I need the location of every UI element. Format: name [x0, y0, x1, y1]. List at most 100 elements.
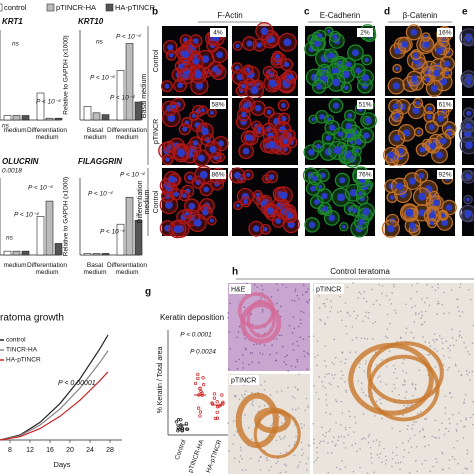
bar	[83, 253, 92, 256]
cell-speck	[240, 394, 243, 396]
data-dot	[201, 382, 206, 387]
stat-note: ns	[12, 41, 20, 48]
cell-speck	[428, 353, 431, 356]
nucleus	[182, 193, 187, 198]
cell-speck	[470, 460, 472, 463]
nucleus	[386, 224, 395, 233]
cell-speck	[394, 462, 397, 464]
cell-speck	[395, 446, 398, 449]
nucleus	[424, 185, 433, 194]
nucleus	[416, 130, 421, 134]
stat-note: 0.0018	[2, 168, 22, 175]
cell-speck	[385, 294, 388, 297]
cell-speck	[352, 470, 355, 473]
bar	[36, 92, 45, 121]
nucleus	[342, 70, 350, 79]
cell-speck	[284, 435, 286, 438]
x-tick-label: 12	[26, 447, 34, 454]
text-line: Differentiation	[27, 127, 67, 134]
cell-speck	[342, 374, 344, 376]
cell-speck	[428, 304, 431, 307]
cell-speck	[445, 340, 448, 343]
cell-speck	[335, 443, 337, 446]
nucleus	[348, 155, 357, 163]
cell-speck	[463, 341, 465, 344]
cell-speck	[318, 398, 320, 400]
cell-speck	[424, 459, 426, 462]
legend-label: pTINCR-HA	[56, 3, 96, 12]
cell-speck	[288, 324, 291, 327]
cell-speck	[399, 430, 401, 433]
cell-speck	[341, 351, 344, 353]
cell-speck	[236, 367, 239, 370]
nucleus	[465, 141, 473, 150]
cell-speck	[347, 312, 350, 315]
cell-speck	[270, 465, 273, 468]
cell-speck	[332, 436, 335, 439]
cell-speck	[437, 300, 439, 303]
cell-speck	[243, 306, 246, 309]
nucleus	[392, 82, 400, 90]
cell-speck	[324, 323, 326, 326]
cell-speck	[416, 282, 419, 285]
cell-speck	[372, 303, 375, 306]
cell-speck	[327, 316, 329, 319]
cell-speck	[458, 286, 461, 289]
data-dot	[196, 406, 201, 410]
cell-speck	[447, 368, 449, 371]
cell-speck	[432, 339, 434, 341]
cell-speck	[325, 399, 327, 401]
cell-speck	[291, 395, 294, 398]
cell-speck	[259, 469, 262, 471]
cell-speck	[459, 420, 462, 422]
cell-speck	[242, 367, 245, 369]
cell-speck	[424, 418, 426, 420]
cell-speck	[410, 331, 413, 334]
cell-speck	[307, 353, 310, 356]
cell-speck	[239, 446, 242, 449]
data-dot	[180, 426, 185, 431]
cell-speck	[304, 409, 307, 412]
cell-speck	[437, 286, 439, 289]
cell-speck	[325, 431, 327, 434]
cell-speck	[380, 402, 382, 405]
bar	[45, 117, 54, 121]
cell-speck	[300, 322, 302, 325]
bar	[92, 112, 101, 121]
cell-speck	[229, 302, 231, 305]
cell-speck	[378, 456, 380, 459]
cell-speck	[381, 461, 383, 463]
cell-speck	[411, 306, 414, 309]
cell-speck	[285, 464, 287, 467]
cell-speck	[383, 447, 385, 450]
cell-speck	[363, 337, 366, 340]
cell-speck	[300, 423, 302, 425]
cell-speck	[227, 316, 229, 319]
cell-speck	[406, 406, 408, 408]
cell-speck	[456, 298, 459, 300]
bar	[45, 200, 54, 256]
nucleus	[178, 63, 184, 69]
nucleus	[284, 61, 290, 68]
cell-speck	[356, 314, 359, 317]
nucleus	[415, 100, 421, 106]
cell-speck	[403, 383, 406, 386]
nucleus	[444, 70, 450, 76]
nucleus	[243, 199, 248, 205]
cell-speck	[372, 440, 375, 443]
nucleus	[393, 134, 401, 142]
cell-speck	[393, 364, 395, 367]
cell-speck	[312, 438, 315, 441]
cell-speck	[448, 467, 450, 470]
cell-speck	[360, 337, 363, 340]
bar	[116, 70, 125, 121]
cell-speck	[349, 314, 351, 317]
nucleus	[241, 84, 246, 89]
cell-speck	[337, 385, 339, 388]
nucleus	[466, 110, 472, 116]
nucleus	[412, 106, 420, 115]
cell-speck	[263, 388, 266, 391]
cell-speck	[279, 472, 282, 474]
cell-speck	[306, 291, 308, 293]
cell-speck	[385, 383, 387, 385]
